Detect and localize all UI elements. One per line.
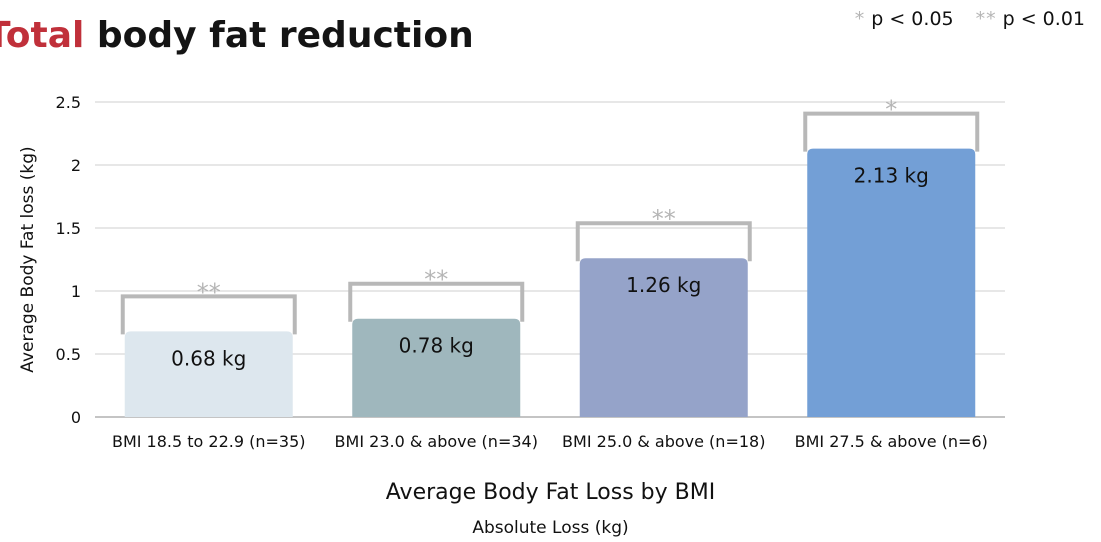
data-label: 0.78 kg	[399, 334, 474, 358]
data-label: 0.68 kg	[171, 346, 246, 370]
bar	[124, 331, 293, 417]
y-tick-label: 0.5	[56, 345, 81, 364]
x-tick-label: BMI 27.5 & above (n=6)	[795, 432, 988, 451]
data-label: 2.13 kg	[854, 164, 929, 188]
x-axis-subtitle: Absolute Loss (kg)	[472, 518, 629, 538]
legend-label-p005: p < 0.05	[871, 8, 954, 30]
legend-item-p005: * p < 0.05	[855, 8, 954, 30]
significance-marker: *	[885, 96, 897, 124]
chart-title-accent: Total	[0, 15, 85, 56]
y-tick-label: 0	[71, 408, 81, 427]
significance-bracket	[575, 221, 752, 262]
legend-label-p001: p < 0.01	[1002, 8, 1085, 30]
chart-title: Total body fat reduction	[0, 12, 474, 60]
y-tick-label: 2.5	[56, 93, 81, 112]
significance-bracket	[803, 111, 980, 152]
chart-title-rest: body fat reduction	[96, 15, 474, 56]
legend-mark-single-asterisk: *	[854, 8, 866, 30]
legend-mark-double-asterisk: **	[975, 8, 997, 30]
x-tick-label: BMI 23.0 & above (n=34)	[335, 432, 538, 451]
x-tick-label: BMI 25.0 & above (n=18)	[562, 432, 765, 451]
y-axis-title: Average Body Fat loss (kg)	[18, 146, 38, 372]
y-tick-label: 1	[71, 282, 81, 301]
significance-marker: **	[424, 266, 448, 294]
x-tick-label: BMI 18.5 to 22.9 (n=35)	[112, 432, 306, 451]
legend-item-p001: ** p < 0.01	[976, 8, 1085, 30]
y-tick-label: 1.5	[56, 219, 81, 238]
significance-marker: **	[197, 278, 221, 306]
significance-legend: * p < 0.05 ** p < 0.01	[855, 8, 1085, 30]
significance-bracket	[120, 294, 297, 335]
significance-bracket	[348, 281, 525, 322]
y-tick-label: 2	[71, 156, 81, 175]
x-axis-title: Average Body Fat Loss by BMI	[385, 480, 716, 505]
bar	[807, 148, 976, 417]
bar	[352, 318, 521, 417]
significance-marker: **	[652, 205, 676, 233]
data-label: 1.26 kg	[626, 273, 701, 297]
bar	[579, 258, 748, 417]
